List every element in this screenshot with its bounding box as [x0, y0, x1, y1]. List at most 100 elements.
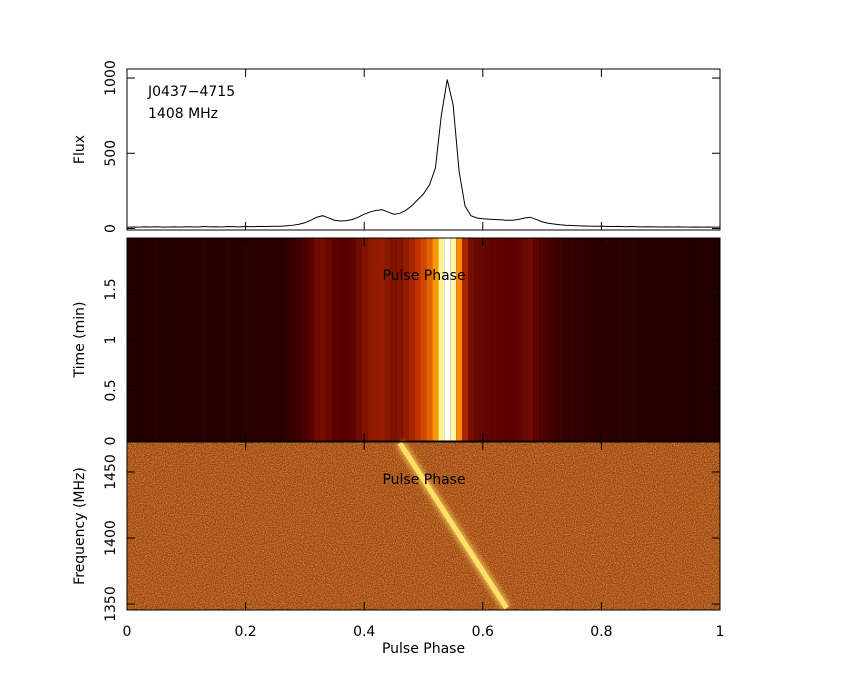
heatmap-column [509, 238, 516, 441]
annotation: J0437−4715 [147, 84, 235, 100]
heatmap-column [462, 238, 468, 441]
heatmap-column [408, 238, 415, 441]
y-axis-label: Frequency (MHz) [72, 467, 88, 585]
heatmap-column [711, 238, 718, 441]
heatmap-column [479, 238, 486, 441]
heatmap-column [242, 238, 249, 441]
heatmap-column [562, 238, 569, 441]
heatmap-column [717, 238, 720, 441]
heatmap-column [248, 238, 255, 441]
annotation: 1408 MHz [148, 106, 218, 122]
heatmap-column [527, 238, 534, 441]
y-tick-label: 0 [103, 224, 119, 233]
profile-line [126, 79, 720, 228]
frame [126, 68, 721, 231]
heatmap-column [592, 238, 599, 441]
heatmap-column [639, 238, 646, 441]
heatmap-column [645, 238, 652, 441]
heatmap-column [325, 238, 332, 441]
heatmap-column [497, 238, 504, 441]
heatmap-column [485, 238, 492, 441]
heatmap-column [669, 238, 676, 441]
heatmap-column [183, 238, 190, 441]
heatmap-column [379, 238, 385, 441]
y-axis-label: Time (min) [72, 301, 88, 378]
heatmap-column [515, 238, 522, 441]
heatmap-column [426, 238, 433, 441]
heatmap-column [207, 238, 213, 441]
heatmap-column [402, 238, 409, 441]
y-tick-label: 1400 [103, 520, 119, 556]
heatmap-column [687, 238, 694, 441]
heatmap-column [521, 238, 528, 441]
heatmap-column [201, 238, 208, 441]
heatmap-column [343, 238, 350, 441]
heatmap-column [699, 238, 706, 441]
heatmap-column [414, 238, 421, 441]
heatmap-column [444, 238, 451, 441]
heatmap-column [550, 238, 557, 441]
heatmap-column [278, 238, 285, 441]
heatmap-column [675, 238, 682, 441]
heatmap-column [153, 238, 160, 441]
heatmap-column [236, 238, 243, 441]
y-tick-label: 1000 [103, 60, 119, 96]
heatmap-column [705, 238, 712, 441]
heatmap-column [313, 238, 320, 441]
heatmap-column [254, 238, 261, 441]
heatmap-column [349, 238, 356, 441]
heatmap-column [147, 238, 154, 441]
heatmap-column [355, 238, 362, 441]
heatmap-column [491, 238, 498, 441]
heatmap-column [127, 238, 130, 441]
heatmap-column [189, 238, 196, 441]
heatmap-column [301, 238, 308, 441]
noise [127, 442, 720, 610]
heatmap-column [663, 238, 670, 441]
heatmap-column [307, 238, 314, 441]
y-tick-label: 1 [103, 336, 119, 345]
heatmap-column [503, 238, 510, 441]
x-tick-label: 1 [716, 624, 725, 640]
y-tick-label: 500 [103, 140, 119, 167]
y-axis-label: Flux [72, 135, 88, 164]
heatmap-column [616, 238, 623, 441]
frame [126, 441, 721, 611]
x-tick-label: 0 [123, 624, 132, 640]
heatmap-column [432, 238, 439, 441]
heatmap-column [598, 238, 605, 441]
y-tick-label: 1350 [103, 586, 119, 622]
heatmap-column [129, 238, 136, 441]
heatmap-column [212, 238, 219, 441]
heatmap-column [361, 238, 368, 441]
x-axis-label: Pulse Phase [382, 641, 465, 657]
heatmap-column [367, 238, 374, 441]
heatmap-column [628, 238, 635, 441]
heatmap-column [533, 238, 540, 441]
heatmap-column [165, 238, 172, 441]
y-tick-label: 1.5 [103, 278, 119, 300]
x-tick-label: 0.2 [234, 624, 256, 640]
annotation: Pulse Phase [382, 268, 465, 284]
heatmap-column [574, 238, 581, 441]
track [397, 441, 509, 610]
heatmap-column [390, 238, 397, 441]
x-tick-label: 0.6 [472, 624, 494, 640]
heatmap-column [195, 238, 202, 441]
heatmap-column [681, 238, 688, 441]
heatmap-column [272, 238, 279, 441]
heatmap-column [610, 238, 617, 441]
heatmap-column [545, 238, 551, 441]
heatmap-column [337, 238, 344, 441]
heatmap-column [319, 238, 326, 441]
heatmap-column [159, 238, 166, 441]
heatmap-column [420, 238, 427, 441]
annotation: Pulse Phase [382, 472, 465, 488]
heatmap-column [539, 238, 546, 441]
heatmap-column [218, 238, 225, 441]
x-tick-label: 0.4 [353, 624, 375, 640]
heatmap-column [634, 238, 640, 441]
heatmap-column [284, 238, 291, 441]
heatmap-column [580, 238, 587, 441]
heatmap-column [177, 238, 184, 441]
